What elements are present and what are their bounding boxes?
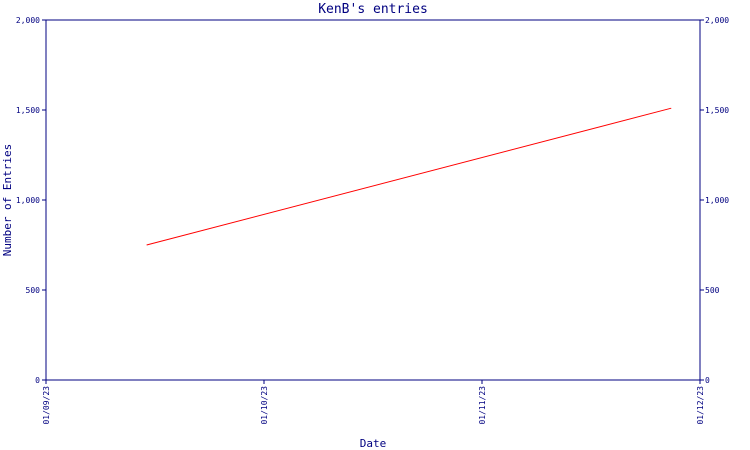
y-tick-label-right: 1,500	[705, 106, 729, 115]
y-tick-label-left: 1,000	[16, 196, 40, 205]
y-ticks-left: 0 500 1,000 1,500 2,000	[16, 16, 46, 385]
y-tick-label-right: 1,000	[705, 196, 729, 205]
x-tick-label: 01/11/23	[478, 386, 487, 425]
chart-title: KenB's entries	[318, 2, 428, 17]
x-tick-label: 01/12/23	[696, 386, 705, 425]
x-tick-label: 01/10/23	[260, 386, 269, 425]
y-tick-label-left: 0	[35, 376, 40, 385]
y-tick-label-right: 500	[705, 286, 720, 295]
x-axis-label: Date	[360, 437, 387, 450]
x-ticks: 01/09/23 01/10/23 01/11/23 01/12/23	[42, 380, 705, 425]
y-ticks-right: 0 500 1,000 1,500 2,000	[700, 16, 729, 385]
series-layer	[146, 107, 672, 246]
y-tick-label-right: 0	[705, 376, 710, 385]
y-tick-label-left: 500	[26, 286, 41, 295]
y-tick-label-left: 2,000	[16, 16, 40, 25]
y-axis-label: Number of Entries	[1, 144, 14, 257]
x-tick-label: 01/09/23	[42, 386, 51, 425]
series-line	[146, 107, 672, 246]
y-tick-label-left: 1,500	[16, 106, 40, 115]
plot-area	[45, 19, 701, 381]
y-tick-label-right: 2,000	[705, 16, 729, 25]
